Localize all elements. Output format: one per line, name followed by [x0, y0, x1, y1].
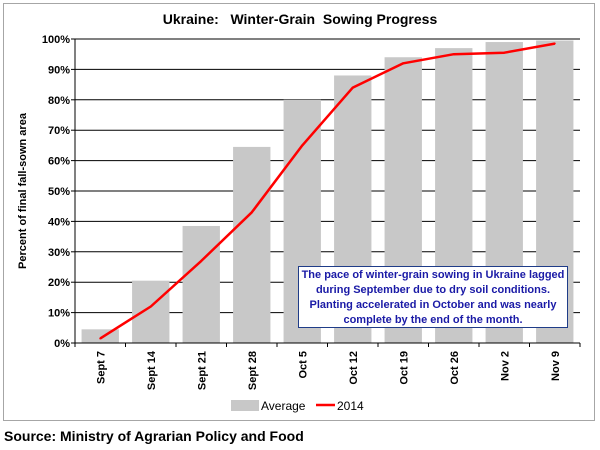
x-tick-label: Oct 5 — [297, 351, 309, 379]
point-2014 — [452, 53, 455, 56]
legend-swatch-average — [231, 400, 259, 411]
chart-title: Ukraine: Winter-Grain Sowing Progress — [163, 11, 438, 27]
x-tick-label: Sept 14 — [146, 350, 158, 390]
x-tick-label: Nov 2 — [499, 351, 511, 381]
source-note: Source: Ministry of Agrarian Policy and … — [4, 428, 304, 444]
x-tick-labels: Sept 7 Sept 14 Sept 21 Sept 28 Oct 5 Oct 12 Oc… — [95, 350, 562, 390]
x-tick-label: Nov 9 — [550, 351, 562, 381]
y-tick-label: 40% — [48, 216, 70, 228]
x-tick-label: Sept 28 — [247, 351, 259, 390]
bar-average — [182, 225, 220, 343]
x-tick-label: Oct 19 — [398, 351, 410, 385]
y-axis-label: Percent of final fall-sown area — [17, 112, 29, 269]
chart: Ukraine: Winter-Grain Sowing Progress 0%… — [17, 11, 581, 413]
bar-average — [132, 280, 170, 343]
annotation-box: The pace of winter-grain sowing in Ukrai… — [298, 266, 568, 328]
line-2014 — [99, 42, 556, 340]
y-tick-label: 30% — [48, 247, 70, 259]
y-tick-label: 20% — [48, 277, 70, 289]
y-tick-label: 90% — [48, 64, 70, 76]
y-tick-label: 0% — [54, 338, 70, 350]
point-2014 — [402, 62, 405, 65]
y-tick-label: 100% — [42, 34, 70, 46]
bar-average — [233, 146, 271, 343]
point-2014 — [351, 86, 354, 89]
legend-label-average: Average — [261, 399, 306, 413]
y-tick-label: 10% — [48, 308, 70, 320]
legend: Average 2014 — [231, 399, 364, 413]
line-path-2014 — [99, 42, 556, 340]
point-2014 — [553, 42, 556, 45]
point-2014 — [301, 144, 304, 147]
point-2014 — [149, 305, 152, 308]
x-tick-label: Sept 7 — [95, 351, 107, 384]
y-tick-label: 50% — [48, 186, 70, 198]
y-tick-label: 60% — [48, 156, 70, 168]
point-2014 — [99, 337, 102, 340]
y-tick-label: 70% — [48, 125, 70, 137]
x-tick-label: Oct 26 — [449, 351, 461, 385]
axes — [71, 38, 581, 347]
point-2014 — [503, 51, 506, 54]
x-tick-label: Oct 12 — [348, 351, 360, 385]
y-tick-labels: 0% 10% 20% 30% 40% 50% 60% 70% 80% 90% 100% — [42, 34, 70, 350]
point-2014 — [250, 211, 253, 214]
point-2014 — [200, 259, 203, 262]
legend-label-2014: 2014 — [337, 399, 364, 413]
x-tick-label: Sept 21 — [196, 351, 208, 390]
y-tick-label: 80% — [48, 95, 70, 107]
